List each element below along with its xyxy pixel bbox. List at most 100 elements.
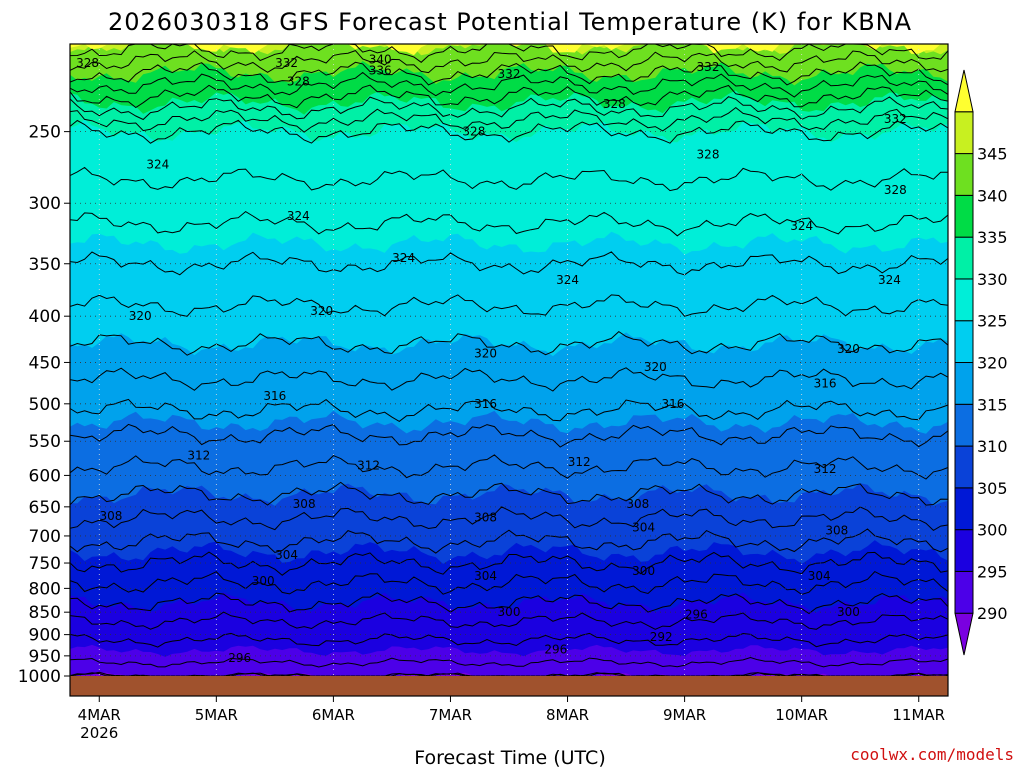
contour-label: 304	[808, 569, 831, 583]
contour-label: 308	[474, 511, 497, 525]
contour-label: 316	[814, 377, 837, 391]
y-tick-label: 800	[29, 579, 61, 599]
contour-label: 320	[129, 309, 152, 323]
contour-label: 304	[632, 520, 655, 534]
contour-line	[69, 50, 949, 74]
color-band	[70, 44, 948, 56]
y-tick-label: 350	[29, 255, 61, 275]
colorbar-swatch	[954, 111, 974, 155]
contour-label: 312	[357, 458, 380, 472]
contour-label: 312	[814, 462, 837, 476]
colorbar-swatch	[954, 69, 974, 113]
y-tick-label: 550	[29, 432, 61, 452]
contour-label: 300	[632, 564, 655, 578]
colorbar-label: 340	[977, 186, 1008, 205]
contour-label: 300	[252, 574, 275, 588]
ground-bar	[70, 676, 948, 696]
colorbar-swatch	[954, 236, 974, 280]
y-tick-label: 900	[29, 626, 61, 646]
colorbar-label: 330	[977, 270, 1008, 289]
contour-label: 320	[644, 360, 667, 374]
colorbar-swatch	[954, 403, 974, 447]
contour-line	[69, 611, 949, 630]
contour-label: 296	[685, 607, 708, 621]
contour-line	[69, 528, 949, 554]
colorbar-swatch	[954, 278, 974, 322]
plot-frame	[69, 43, 949, 697]
contour-label: 324	[146, 158, 169, 172]
contour-label: 320	[310, 304, 333, 318]
contour-label: 316	[661, 397, 684, 411]
colorbar-label: 335	[977, 228, 1008, 247]
y-tick-label: 500	[29, 395, 61, 415]
colorbar-swatch	[954, 570, 974, 614]
contour-label: 328	[76, 56, 99, 70]
grid-lines	[70, 44, 948, 677]
colorbar-label: 300	[977, 521, 1008, 540]
contour-label: 316	[263, 389, 286, 403]
x-tick-label: 11MAR	[892, 706, 945, 724]
colorbar-label: 295	[977, 562, 1008, 581]
x-axis: 4MAR 5MAR 6MAR 7MAR 8MAR 9MAR 10MAR 11MAR	[78, 696, 945, 724]
contour-label: 296	[544, 643, 567, 657]
colorbar-label: 310	[977, 437, 1008, 456]
contour-label: 340	[369, 52, 392, 66]
y-tick-label: 950	[29, 647, 61, 667]
contour-label: 308	[825, 523, 848, 537]
colorbar-label: 290	[977, 604, 1008, 623]
contour-label: 308	[626, 497, 649, 511]
contour-line	[69, 454, 949, 480]
contour-label: 312	[568, 455, 591, 469]
contour-line	[69, 656, 949, 668]
contour-label: 304	[474, 569, 497, 583]
contour-line	[69, 506, 949, 532]
contour-label: 336	[369, 64, 392, 78]
colorbar-label: 315	[977, 395, 1008, 414]
colorbar-swatch	[954, 612, 974, 656]
contour-label: 328	[884, 183, 907, 197]
contour-label: 300	[837, 605, 860, 619]
contour-line	[69, 106, 949, 133]
x-axis-label: Forecast Time (UTC)	[414, 747, 605, 768]
contour-label: 328	[603, 97, 626, 111]
contour-label: 332	[884, 112, 907, 126]
colorbar-label: 345	[977, 145, 1008, 164]
colorbar-swatch	[954, 320, 974, 364]
colorbar-label: 320	[977, 354, 1008, 373]
x-tick-year: 2026	[80, 724, 118, 742]
contour-label: 328	[462, 125, 485, 139]
y-tick-label: 400	[29, 307, 61, 327]
contour-label: 332	[697, 60, 720, 74]
x-tick-label: 7MAR	[429, 706, 472, 724]
y-axis: 250 300 350 400 450 500 550 600 650 700 750 800 850 9…	[18, 123, 70, 687]
colorbar-swatch	[954, 529, 974, 572]
contour-label: 332	[275, 56, 298, 70]
contour-line	[69, 294, 949, 317]
contour-label: 296	[228, 651, 251, 665]
contour-label: 332	[498, 67, 521, 81]
y-tick-label: 300	[29, 194, 61, 214]
colorbar-swatch	[954, 153, 974, 196]
credit-text: coolwx.com/models	[850, 745, 1014, 764]
contour-label: 324	[392, 251, 415, 265]
y-tick-label: 700	[29, 527, 61, 547]
contour-line	[69, 119, 949, 144]
colorbar: 290 295 300 305 310 315 320 325 330 335 340 345	[954, 69, 1008, 656]
y-tick-label: 1000	[18, 667, 61, 687]
contour-label: 308	[293, 497, 316, 511]
y-tick-label: 450	[29, 353, 61, 373]
contour-label: 324	[556, 273, 579, 287]
contour-label: 328	[287, 74, 310, 88]
colorbar-swatch	[954, 487, 974, 531]
y-tick-label: 750	[29, 554, 61, 574]
contour-label: 320	[837, 342, 860, 356]
y-tick-label: 650	[29, 498, 61, 518]
contour-label: 324	[287, 209, 310, 223]
contour-label: 292	[650, 630, 673, 644]
x-tick-label: 5MAR	[195, 706, 238, 724]
x-tick-label: 9MAR	[663, 706, 706, 724]
contour-label: 316	[474, 397, 497, 411]
y-tick-label: 250	[29, 123, 61, 143]
